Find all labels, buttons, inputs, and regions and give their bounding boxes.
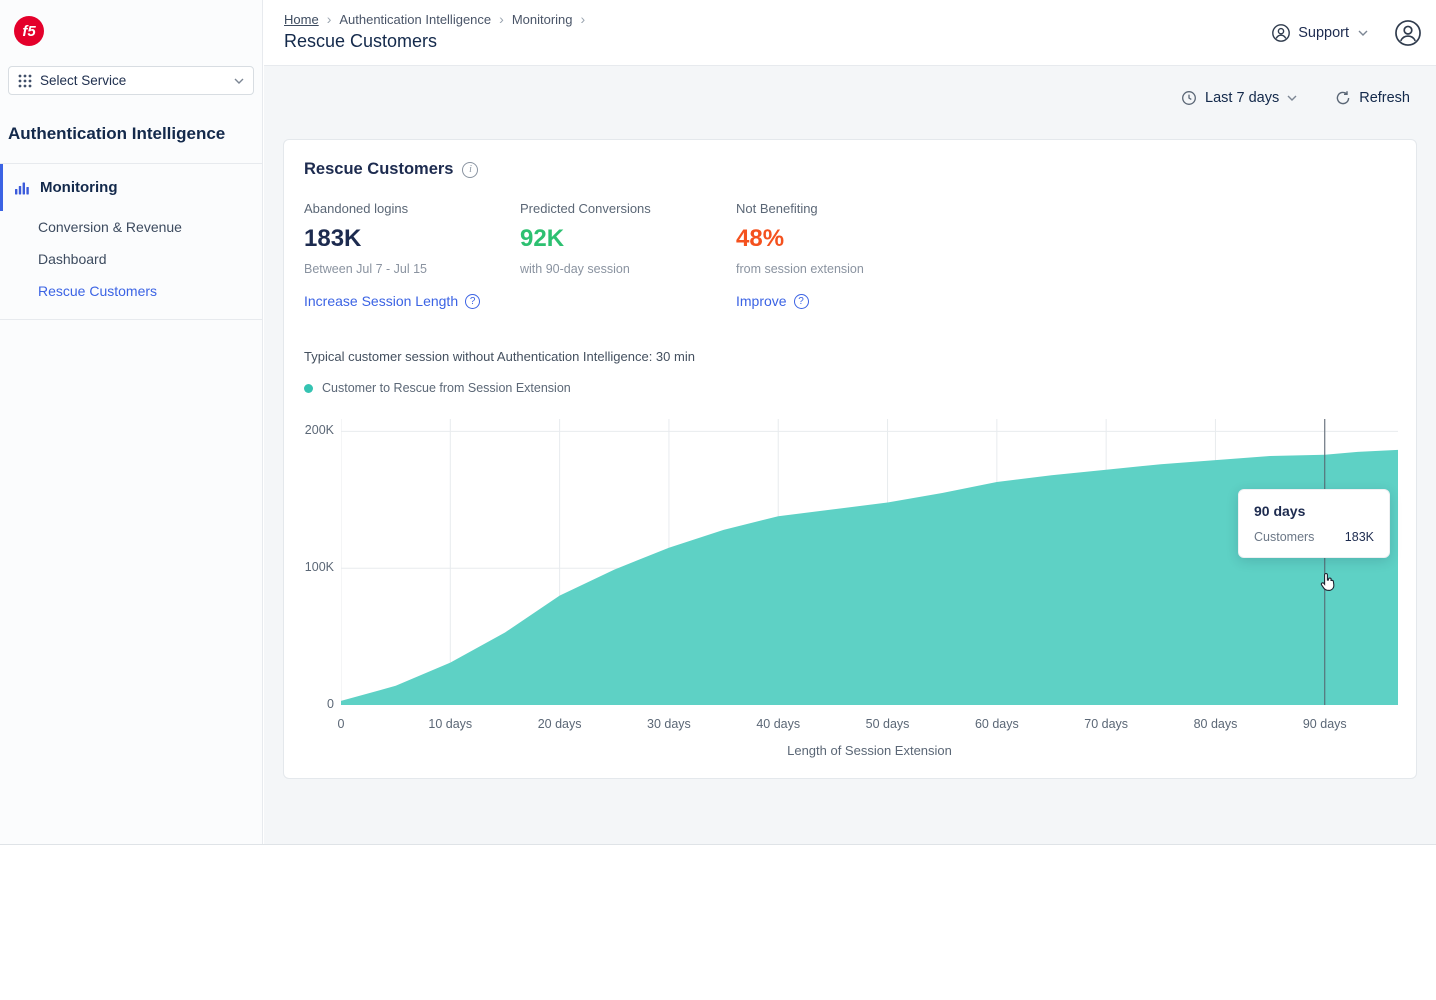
main-content: Last 7 days Refresh Rescue Customers i — [264, 66, 1436, 844]
tooltip-label: Customers — [1254, 530, 1315, 544]
support-icon — [1271, 23, 1291, 43]
x-axis-title: Length of Session Extension — [787, 743, 952, 758]
time-range-selector[interactable]: Last 7 days — [1181, 90, 1297, 106]
breadcrumb-separator-icon: › — [326, 11, 332, 27]
breadcrumb: Home › Authentication Intelligence › Mon… — [284, 11, 585, 27]
apps-grid-icon — [18, 74, 32, 88]
chart-tooltip: 90 days Customers 183K — [1238, 489, 1390, 558]
x-tick-label: 70 days — [1084, 717, 1129, 731]
x-tick-label: 20 days — [537, 717, 582, 731]
stat-value: 183K — [304, 225, 362, 252]
stat-not-benefiting: Not Benefiting 48% from session extensio… — [736, 201, 952, 309]
support-menu[interactable]: Support — [1271, 23, 1368, 43]
app-root: f5 Select Service Authentication Intelli… — [0, 0, 1436, 845]
stat-predicted-conversions: Predicted Conversions 92K with 90-day se… — [520, 201, 736, 309]
sidebar-item-label: Monitoring — [40, 179, 118, 196]
card-title: Rescue Customers — [304, 160, 454, 178]
refresh-label: Refresh — [1359, 90, 1410, 106]
stat-subtext: with 90-day session — [520, 262, 630, 276]
topbar-right: Support — [1271, 0, 1422, 66]
tooltip-value: 183K — [1344, 530, 1374, 544]
sidebar-nav: Monitoring Conversion & Revenue Dashboar… — [0, 164, 262, 307]
time-range-label: Last 7 days — [1205, 90, 1280, 106]
x-tick-label: 40 days — [756, 717, 801, 731]
sidebar: f5 Select Service Authentication Intelli… — [0, 0, 263, 844]
area-chart[interactable] — [340, 415, 1398, 705]
clock-icon — [1181, 90, 1197, 106]
plot-area[interactable] — [340, 415, 1398, 710]
breadcrumb-authentication-intelligence[interactable]: Authentication Intelligence — [339, 11, 492, 27]
refresh-icon — [1335, 90, 1351, 106]
x-tick-label: 0 — [337, 717, 345, 731]
legend-dot-icon — [304, 383, 313, 393]
rescue-customers-card: Rescue Customers i Abandoned logins 183K… — [283, 139, 1417, 779]
toolbar: Last 7 days Refresh — [1181, 90, 1410, 106]
divider — [0, 319, 262, 320]
x-tick-label: 50 days — [865, 717, 910, 731]
support-label: Support — [1298, 25, 1349, 41]
breadcrumb-home[interactable]: Home — [284, 11, 319, 27]
help-icon[interactable]: ? — [793, 293, 809, 309]
info-icon[interactable]: i — [462, 161, 479, 178]
breadcrumb-monitoring[interactable]: Monitoring — [511, 11, 573, 27]
service-selector-label: Select Service — [40, 73, 127, 88]
help-icon[interactable]: ? — [465, 293, 481, 309]
service-selector[interactable]: Select Service — [8, 66, 254, 95]
divider — [0, 163, 262, 164]
legend-label: Customer to Rescue from Session Extensio… — [322, 381, 571, 395]
stat-label: Abandoned logins — [304, 201, 409, 216]
chevron-down-icon — [234, 78, 244, 84]
stat-label: Predicted Conversions — [520, 201, 651, 216]
mouse-cursor-icon — [1320, 572, 1338, 598]
breadcrumb-separator-icon: › — [580, 11, 586, 27]
sidebar-item-monitoring[interactable]: Monitoring — [0, 164, 262, 211]
stat-subtext: Between Jul 7 - Jul 15 — [304, 262, 427, 276]
breadcrumb-separator-icon: › — [499, 11, 504, 27]
chart-legend: Customer to Rescue from Session Extensio… — [304, 381, 1396, 395]
stat-value: 48% — [736, 225, 785, 252]
chevron-down-icon — [1287, 95, 1297, 101]
sidebar-section-title: Authentication Intelligence — [8, 124, 226, 143]
session-extension-chart: 0 100K 200K 0 10 days 20 days 30 days 40 days 5… — [304, 415, 1398, 763]
sidebar-item-rescue-customers[interactable]: Rescue Customers — [38, 283, 158, 299]
user-avatar[interactable] — [1394, 19, 1422, 47]
sidebar-item-conversion-revenue[interactable]: Conversion & Revenue — [38, 219, 182, 235]
session-note: Typical customer session without Authent… — [304, 349, 695, 364]
y-tick-label: 0 — [327, 697, 334, 711]
refresh-button[interactable]: Refresh — [1335, 90, 1410, 106]
x-tick-label: 90 days — [1302, 717, 1347, 731]
x-tick-label: 80 days — [1193, 717, 1238, 731]
topbar: Home › Authentication Intelligence › Mon… — [264, 0, 1436, 66]
stats-row: Abandoned logins 183K Between Jul 7 - Ju… — [304, 201, 1396, 309]
stat-label: Not Benefiting — [736, 201, 818, 216]
f5-logo: f5 — [14, 16, 44, 46]
increase-session-length-link[interactable]: Increase Session Length ? — [304, 293, 520, 309]
x-tick-label: 10 days — [428, 717, 473, 731]
x-tick-label: 30 days — [647, 717, 691, 731]
stat-value: 92K — [520, 225, 565, 252]
y-tick-label: 100K — [304, 560, 334, 575]
stat-subtext: from session extension — [736, 262, 864, 276]
chevron-down-icon — [1358, 30, 1368, 36]
improve-link[interactable]: Improve ? — [736, 293, 952, 309]
sidebar-item-dashboard[interactable]: Dashboard — [38, 251, 107, 267]
y-tick-label: 200K — [304, 423, 334, 438]
bar-chart-icon — [14, 180, 30, 196]
x-tick-label: 60 days — [974, 717, 1019, 731]
link-label: Improve — [736, 293, 787, 309]
tooltip-title: 90 days — [1254, 503, 1306, 519]
page-title: Rescue Customers — [284, 31, 438, 51]
link-label: Increase Session Length — [304, 293, 459, 309]
stat-abandoned-logins: Abandoned logins 183K Between Jul 7 - Ju… — [304, 201, 520, 309]
